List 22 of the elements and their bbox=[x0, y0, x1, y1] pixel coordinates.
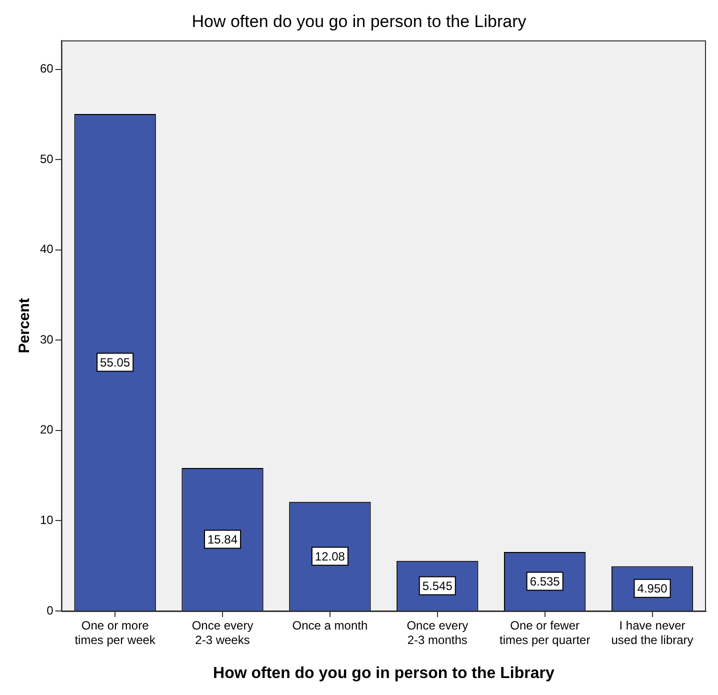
data-label: 5.545 bbox=[422, 579, 453, 594]
data-label: 4.950 bbox=[637, 582, 668, 596]
y-axis-title: Percent bbox=[16, 298, 34, 354]
x-tick-label: Once every 2-3 weeks bbox=[192, 618, 254, 647]
chart-title: How often do you go in person to the Library bbox=[192, 12, 527, 31]
x-axis-title: How often do you go in person to the Library bbox=[213, 664, 554, 682]
x-tick-label: Once a month bbox=[292, 618, 368, 633]
x-tick-label: I have never used the library bbox=[611, 618, 694, 647]
data-label: 12.08 bbox=[314, 550, 346, 564]
x-tick-label: One or fewer times per quarter bbox=[499, 618, 590, 647]
y-tick-label: 40 bbox=[40, 242, 54, 256]
x-tick-label: Once every 2-3 months bbox=[406, 618, 468, 647]
data-label: 6.535 bbox=[530, 574, 560, 589]
data-label: 55.05 bbox=[100, 356, 130, 370]
y-tick-label: 50 bbox=[40, 152, 54, 166]
y-tick-label: 10 bbox=[40, 513, 54, 528]
data-label: 15.84 bbox=[207, 532, 238, 547]
x-tick-label: One or more times per week bbox=[74, 618, 156, 647]
y-tick-label: 0 bbox=[46, 603, 54, 618]
y-tick-label: 60 bbox=[40, 62, 54, 76]
y-tick-label: 20 bbox=[40, 422, 54, 437]
y-tick-label: 30 bbox=[40, 332, 54, 346]
